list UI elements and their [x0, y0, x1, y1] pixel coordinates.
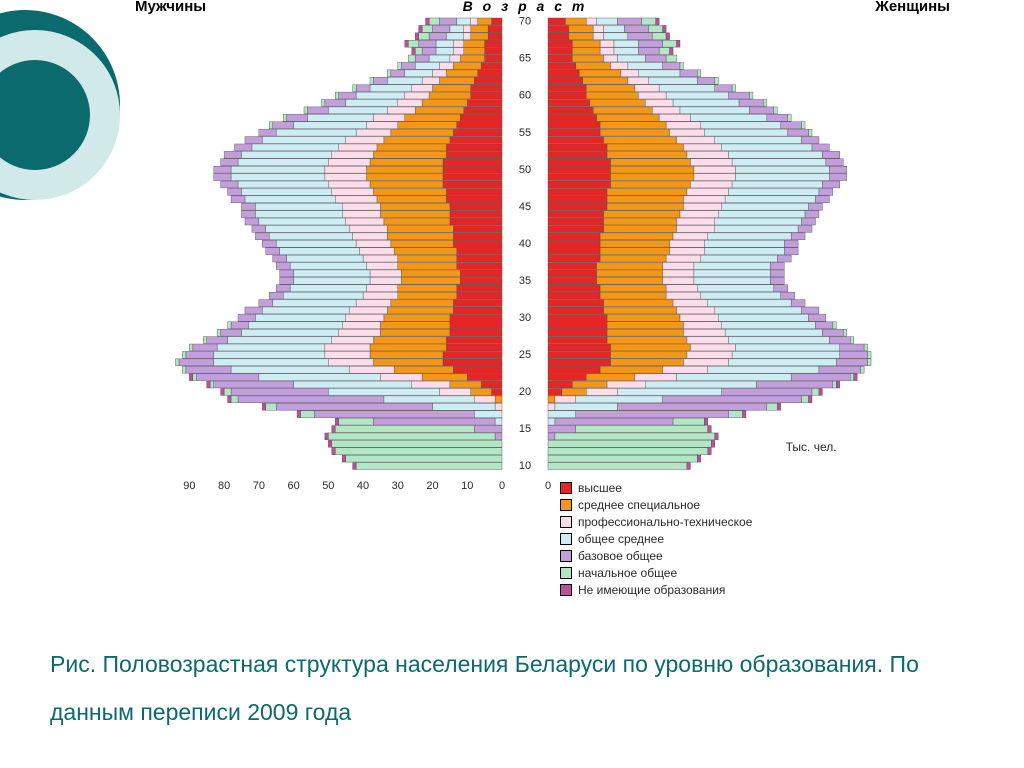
- svg-text:35: 35: [519, 275, 531, 287]
- svg-text:90: 90: [183, 480, 195, 492]
- legend-swatch: [560, 516, 572, 528]
- population-pyramid: В о з р а с т Мужчины Женщины 7065605550…: [150, 0, 900, 540]
- legend-item: начальное общее: [560, 565, 860, 581]
- legend-label: общее среднее: [578, 531, 664, 547]
- legend-item: базовое общее: [560, 548, 860, 564]
- legend-swatch: [560, 584, 572, 596]
- legend-swatch: [560, 482, 572, 494]
- svg-text:80: 80: [218, 480, 230, 492]
- svg-text:70: 70: [519, 16, 531, 28]
- svg-text:45: 45: [519, 201, 531, 213]
- legend: высшеесреднее специальноепрофессионально…: [560, 480, 860, 599]
- legend-item: профессионально-техническое: [560, 514, 860, 530]
- svg-text:30: 30: [392, 480, 404, 492]
- svg-text:25: 25: [519, 349, 531, 361]
- legend-swatch: [560, 567, 572, 579]
- legend-swatch: [560, 550, 572, 562]
- women-label: Женщины: [875, 0, 950, 15]
- legend-label: среднее специальное: [578, 497, 700, 513]
- legend-label: Не имеющие образования: [578, 582, 725, 598]
- svg-text:20: 20: [426, 480, 438, 492]
- axis-title: В о з р а с т: [463, 0, 588, 14]
- legend-item: среднее специальное: [560, 497, 860, 513]
- svg-text:Тыс. чел.: Тыс. чел.: [786, 440, 837, 454]
- svg-text:40: 40: [519, 238, 531, 250]
- svg-text:0: 0: [545, 480, 551, 492]
- legend-label: профессионально-техническое: [578, 514, 752, 530]
- svg-text:55: 55: [519, 127, 531, 139]
- svg-text:60: 60: [519, 90, 531, 102]
- legend-swatch: [560, 533, 572, 545]
- svg-text:10: 10: [519, 460, 531, 472]
- men-label: Мужчины: [135, 0, 206, 15]
- legend-item: высшее: [560, 480, 860, 496]
- legend-item: Не имеющие образования: [560, 582, 860, 598]
- pyramid-svg: 70 65 60 55 50 45 40 35 30 25 20 15 10 90 80 70 60 50 40 30…: [150, 0, 900, 530]
- svg-text:60: 60: [287, 480, 299, 492]
- svg-text:70: 70: [253, 480, 265, 492]
- svg-text:65: 65: [519, 53, 531, 65]
- legend-label: высшее: [578, 480, 622, 496]
- svg-text:30: 30: [519, 312, 531, 324]
- svg-text:50: 50: [519, 164, 531, 176]
- svg-text:50: 50: [322, 480, 334, 492]
- legend-label: начальное общее: [578, 565, 677, 581]
- svg-text:10: 10: [461, 480, 473, 492]
- legend-label: базовое общее: [578, 548, 663, 564]
- svg-text:15: 15: [519, 423, 531, 435]
- svg-text:40: 40: [357, 480, 369, 492]
- legend-item: общее среднее: [560, 531, 860, 547]
- svg-text:20: 20: [519, 386, 531, 398]
- legend-swatch: [560, 499, 572, 511]
- svg-text:0: 0: [499, 480, 505, 492]
- figure-caption: Рис. Половозрастная структура населения …: [50, 640, 950, 736]
